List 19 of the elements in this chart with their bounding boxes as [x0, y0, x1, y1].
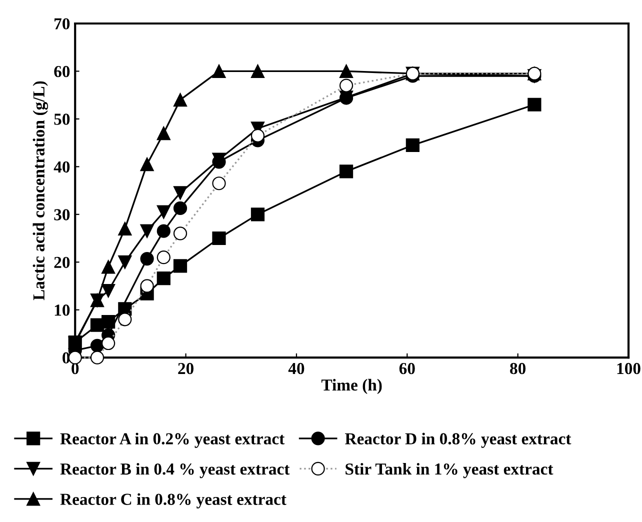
y-tick-label: 50: [54, 114, 70, 125]
x-tick-label: 40: [288, 362, 304, 374]
x-tick-label: 20: [178, 362, 194, 374]
y-tick-label: 70: [54, 18, 70, 30]
y-tick-label: 10: [54, 304, 70, 316]
y-tick-label: 30: [54, 209, 70, 220]
legend-label: Reactor B in 0.4 % yeast extract: [60, 462, 290, 478]
legend-label: Reactor A in 0.2% yeast extract: [60, 432, 285, 448]
y-tick-label: 40: [54, 161, 70, 173]
x-axis-title: Time (h): [321, 378, 382, 394]
x-tick-label: 60: [399, 362, 415, 374]
legend-label: Reactor D in 0.8% yeast extract: [345, 432, 572, 448]
x-tick-label: 100: [617, 362, 640, 374]
x-tick-label: 80: [510, 362, 526, 374]
y-tick-label: 20: [54, 256, 70, 268]
legend-label: Stir Tank in 1% yeast extract: [346, 462, 554, 478]
y-axis-title: Lactic acid concentration (g/L): [32, 81, 48, 300]
legend-label: Reactor C in 0.8% yeast extract: [60, 493, 286, 508]
y-tick-label: 60: [54, 66, 70, 78]
